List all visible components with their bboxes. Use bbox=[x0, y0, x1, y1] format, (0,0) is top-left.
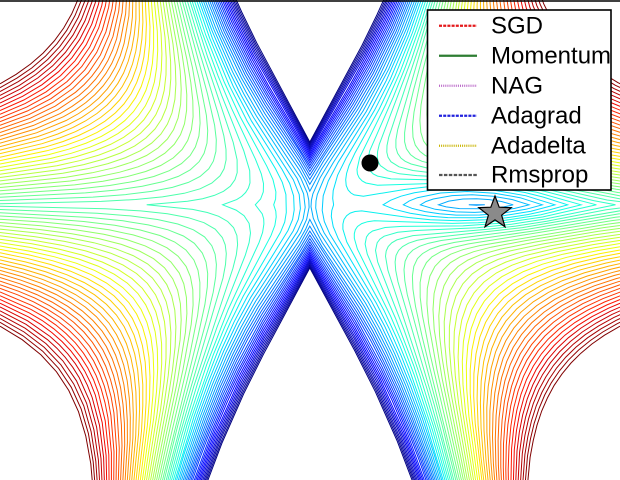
svg-text:Adagrad: Adagrad bbox=[491, 103, 582, 130]
svg-text:Adadelta: Adadelta bbox=[491, 133, 586, 160]
svg-text:NAG: NAG bbox=[491, 73, 543, 100]
svg-text:SGD: SGD bbox=[491, 13, 543, 40]
svg-text:Rmsprop: Rmsprop bbox=[491, 162, 588, 189]
svg-text:Momentum: Momentum bbox=[491, 43, 611, 70]
